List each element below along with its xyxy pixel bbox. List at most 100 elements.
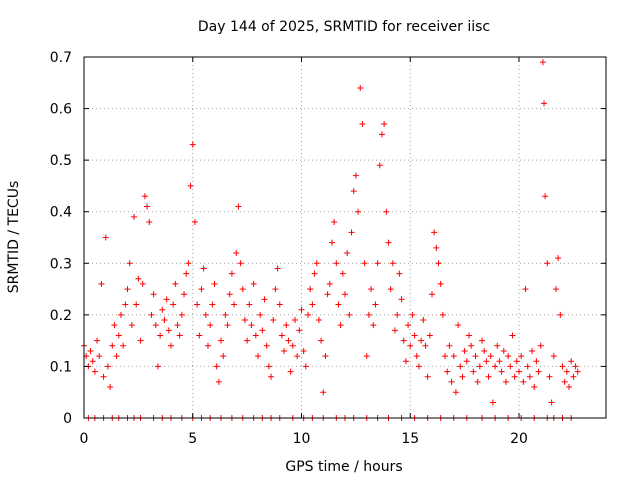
- data-point: [474, 378, 481, 385]
- data-point: [383, 208, 390, 215]
- data-point: [172, 280, 179, 287]
- data-point: [328, 239, 335, 246]
- data-point: [146, 219, 153, 226]
- data-point: [344, 249, 351, 256]
- data-point: [235, 203, 242, 210]
- data-point: [141, 193, 148, 200]
- data-point: [459, 373, 466, 380]
- data-point: [481, 347, 488, 354]
- data-point: [98, 280, 105, 287]
- data-point: [102, 234, 109, 241]
- data-point: [398, 296, 405, 303]
- data-point: [409, 311, 416, 318]
- data-point: [246, 301, 253, 308]
- data-point: [516, 368, 522, 375]
- data-point: [437, 280, 444, 287]
- data-point: [422, 342, 429, 349]
- data-point: [378, 131, 385, 138]
- data-point: [385, 239, 392, 246]
- data-point: [89, 358, 96, 365]
- data-point: [426, 332, 433, 339]
- data-point: [152, 322, 159, 329]
- data-point: [342, 291, 348, 298]
- y-tick-label: 0.4: [50, 205, 72, 221]
- data-point: [224, 322, 231, 329]
- data-point: [563, 368, 570, 375]
- data-point: [550, 353, 557, 360]
- data-point: [468, 342, 475, 349]
- data-point: [161, 317, 168, 324]
- data-point: [202, 311, 209, 318]
- data-point: [444, 368, 451, 375]
- data-point: [257, 311, 264, 318]
- axis-ticks: 0 5 10 15 20 0 0.1 0.2 0.3 0.4 0.5 0.6 0.7: [50, 50, 606, 447]
- data-point: [359, 121, 366, 128]
- data-point: [529, 347, 536, 354]
- data-point: [352, 172, 359, 179]
- data-point: [124, 286, 131, 293]
- data-point: [333, 260, 340, 267]
- data-point: [535, 368, 542, 375]
- data-point: [313, 260, 320, 267]
- data-point: [498, 368, 505, 375]
- data-point: [276, 301, 283, 308]
- x-tick-label: 0: [80, 431, 89, 447]
- data-point: [470, 368, 477, 375]
- data-point: [318, 337, 325, 344]
- data-point: [109, 342, 116, 349]
- data-point: [100, 373, 107, 380]
- data-point: [218, 337, 225, 344]
- data-point: [455, 322, 462, 329]
- data-point: [139, 280, 146, 287]
- data-point: [154, 363, 161, 370]
- data-point: [544, 260, 551, 267]
- data-point: [176, 332, 183, 339]
- data-point: [163, 296, 170, 303]
- data-point: [424, 373, 431, 380]
- data-point: [305, 311, 312, 318]
- data-point: [435, 260, 442, 267]
- data-point: [346, 311, 353, 318]
- data-point: [541, 100, 548, 107]
- data-point: [415, 363, 422, 370]
- data-point: [194, 301, 201, 308]
- data-point: [178, 311, 185, 318]
- x-tick-label: 5: [188, 431, 197, 447]
- data-point: [463, 358, 470, 365]
- data-point: [283, 322, 290, 329]
- x-tick-label: 20: [510, 431, 528, 447]
- data-point: [537, 342, 544, 349]
- y-tick-label: 0.5: [50, 153, 72, 169]
- data-point: [485, 373, 492, 380]
- data-point: [389, 260, 396, 267]
- data-point: [472, 353, 479, 360]
- data-point: [492, 363, 499, 370]
- data-point: [465, 332, 472, 339]
- data-point: [392, 327, 399, 334]
- data-point: [117, 311, 124, 318]
- data-point: [115, 332, 122, 339]
- data-point: [250, 280, 257, 287]
- data-point: [302, 363, 309, 370]
- data-point: [96, 353, 103, 360]
- grid: [84, 57, 606, 418]
- data-point: [446, 342, 453, 349]
- data-point: [461, 347, 468, 354]
- data-point: [548, 399, 555, 406]
- data-point: [405, 322, 412, 329]
- data-point: [285, 337, 292, 344]
- data-point: [263, 342, 270, 349]
- data-point: [289, 342, 296, 349]
- data-point: [157, 332, 164, 339]
- data-point: [407, 342, 414, 349]
- data-point: [122, 301, 129, 308]
- y-tick-label: 0.2: [50, 308, 72, 324]
- data-point: [265, 363, 272, 370]
- data-point: [213, 363, 220, 370]
- data-point: [211, 280, 218, 287]
- data-point: [181, 291, 188, 298]
- data-point: [222, 311, 229, 318]
- data-point: [189, 141, 196, 148]
- data-point: [113, 353, 120, 360]
